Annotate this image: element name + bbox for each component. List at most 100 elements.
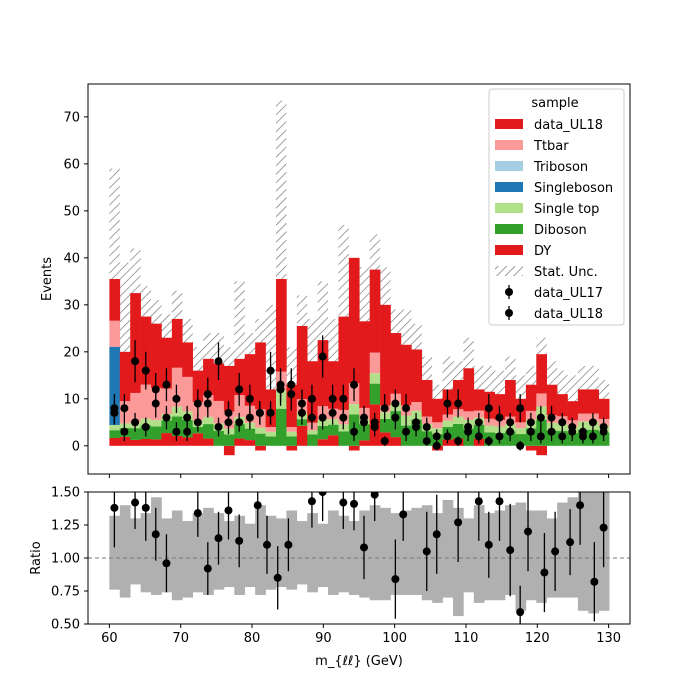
bar-diboson-20	[317, 425, 329, 440]
bar-data_ul18-47	[598, 398, 610, 419]
ratio-point-32	[551, 547, 560, 556]
data-ul18-point-3	[141, 423, 150, 432]
bar-ttbar-39	[515, 422, 527, 429]
bar-diboson-21	[328, 424, 339, 436]
ratio-unc-band-25	[369, 505, 381, 601]
bar-single-top-17	[286, 431, 298, 437]
bar-data_ul18-28	[400, 344, 412, 406]
ratio-xtick-label-70: 70	[172, 631, 189, 646]
bar-data_ul18-27	[390, 333, 402, 394]
data-ul18-point-26	[380, 437, 389, 446]
ratio-unc-band-17	[286, 510, 298, 590]
bar-dy-18	[296, 425, 308, 446]
bar-data_ul18-43	[557, 394, 568, 417]
bar-data_ul18-4	[151, 323, 162, 388]
bar-dy-7	[182, 437, 193, 446]
data-ul17-point-30	[422, 423, 431, 432]
ratio-point-29	[516, 608, 525, 617]
data-ul17-point-46	[588, 418, 597, 427]
ratio-unc-band-8	[192, 513, 204, 593]
main-ytick-label-30: 30	[63, 298, 80, 313]
data-ul18-point-19	[307, 413, 316, 422]
data-ul17-point-11	[224, 418, 233, 427]
bar-data_ul18-21	[328, 361, 339, 409]
ratio-ytick-label-1: 1.00	[51, 552, 80, 567]
ratio-unc-band-28	[400, 510, 412, 595]
bar-single-top-26	[380, 412, 391, 419]
bar-ttbar-12	[234, 395, 246, 417]
ratio-unc-band-21	[328, 510, 339, 595]
data-ul18-point-15	[266, 408, 275, 417]
bar-data_ul18-9	[203, 358, 214, 396]
ratio-point-33	[566, 538, 575, 547]
data-ul17-point-17	[287, 380, 296, 389]
ratio-unc-band-11	[223, 521, 235, 588]
data-ul17-point-6	[172, 394, 181, 403]
ratio-unc-band-14	[255, 505, 266, 595]
data-ul18-point-32	[443, 432, 452, 441]
bar-data_ul18-35	[473, 389, 485, 411]
bar-ttbar-45	[577, 413, 589, 422]
ratio-point-8	[224, 506, 233, 515]
bar-data_ul18-6	[171, 318, 183, 368]
ratio-unc-band-16	[275, 518, 287, 588]
stat-unc-band-21	[328, 318, 339, 399]
bar-data_ul18-44	[567, 401, 579, 421]
bar-single-top-4	[151, 420, 162, 427]
data-ul17-point-38	[506, 418, 515, 427]
ratio-point-15	[318, 492, 327, 496]
bar-single-top-32	[442, 420, 454, 428]
bar-diboson-4	[151, 426, 162, 440]
ratio-point-35	[590, 577, 599, 586]
ratio-point-17	[350, 499, 359, 508]
ratio-point-11	[263, 540, 272, 549]
bar-data_ul18-31	[432, 398, 443, 423]
bar-single-top-39	[515, 428, 527, 435]
data-ul17-point-32	[443, 399, 452, 408]
bar-data_ul18-0	[109, 279, 121, 321]
bar-data_ul18-46	[588, 389, 600, 414]
bar-single-top-25	[369, 373, 381, 384]
data-ul18-point-7	[183, 427, 192, 436]
main-ytick-label-20: 20	[63, 345, 80, 360]
bar-single-top-23	[348, 404, 360, 415]
ratio-unc-band-20	[317, 523, 329, 588]
ratio-unc-band-41	[536, 510, 548, 603]
ratio-unc-band-22	[338, 515, 350, 593]
ratio-point-31	[540, 568, 549, 577]
stat-unc-band-32	[442, 356, 453, 418]
ratio-unc-band-13	[244, 523, 256, 588]
data-ul18-point-30	[422, 437, 431, 446]
data-ul17-point-28	[402, 404, 411, 413]
ratio-point-6	[203, 564, 212, 573]
ratio-xtick-label-80: 80	[244, 631, 261, 646]
data-ul17-point-41	[536, 413, 545, 422]
data-ul17-point-22	[339, 394, 348, 403]
data-ul17-point-7	[183, 413, 192, 422]
bar-data_ul18-13	[244, 354, 256, 406]
legend-swatch-2	[495, 161, 523, 171]
data-ul17-point-24	[359, 418, 368, 427]
bar-diboson-33	[452, 423, 464, 439]
ratio-xtick-label-90: 90	[315, 631, 332, 646]
legend-label-0: data_UL18	[534, 118, 603, 133]
ratio-point-23	[432, 530, 441, 539]
bar-dy-40	[525, 445, 537, 451]
data-ul17-point-27	[391, 399, 400, 408]
bar-single-top-21	[328, 419, 339, 425]
bar-dy-27	[390, 437, 402, 446]
legend-swatch-0	[495, 119, 523, 129]
bar-data_ul18-5	[161, 337, 173, 389]
bar-single-top-31	[432, 428, 443, 435]
data-ul18-point-5	[162, 413, 171, 422]
bar-ttbar-17	[286, 427, 298, 432]
ratio-point-34	[576, 501, 585, 510]
ratio-unc-band-35	[473, 505, 485, 603]
data-ul18-point-43	[558, 432, 567, 441]
bar-single-top-9	[203, 416, 214, 425]
bar-single-top-16	[275, 390, 287, 409]
ratio-unc-band-0	[109, 515, 121, 590]
bar-diboson-17	[286, 436, 298, 446]
main-panel: 0 10 20 30 40 50 60 70 Events	[40, 83, 631, 478]
data-ul18-point-37	[495, 432, 504, 441]
